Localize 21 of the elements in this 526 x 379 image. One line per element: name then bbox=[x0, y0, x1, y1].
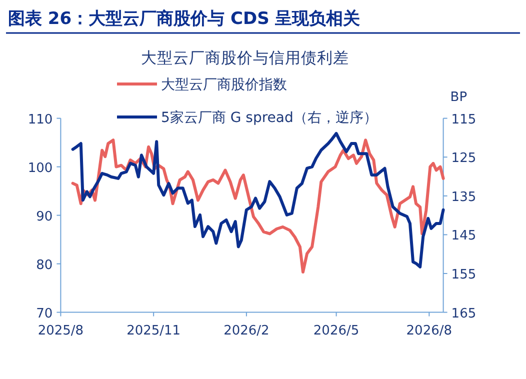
y2-tick-label: 115 bbox=[451, 112, 476, 128]
x-tick-label: 2026/2 bbox=[224, 323, 270, 338]
y2-tick-label: 165 bbox=[451, 306, 476, 322]
x-tick-label: 2025/11 bbox=[126, 323, 181, 338]
legend-label: 大型云厂商股价指数 bbox=[161, 77, 287, 93]
x-tick-label: 2026/8 bbox=[406, 323, 452, 338]
y-tick-label: 110 bbox=[28, 112, 53, 128]
chart-subtitle: 大型云厂商股价与信用债利差 bbox=[141, 49, 349, 67]
y2-tick-label: 155 bbox=[451, 268, 476, 282]
y2-tick-label: 135 bbox=[451, 190, 476, 205]
y2-tick-label: 145 bbox=[451, 228, 476, 244]
y-tick-label: 70 bbox=[36, 306, 53, 322]
chart-title: 图表 26：大型云厂商股价与 CDS 呈现负相关 bbox=[8, 9, 360, 29]
x-tick-label: 2025/8 bbox=[38, 323, 84, 338]
x-tick-label: 2026/5 bbox=[313, 323, 360, 338]
y-tick-label: 80 bbox=[36, 258, 53, 273]
y2-tick-label: 125 bbox=[451, 151, 476, 166]
y-tick-label: 90 bbox=[36, 209, 53, 224]
y2-axis-title: BP bbox=[450, 90, 468, 105]
y-tick-label: 100 bbox=[28, 160, 53, 176]
legend-label: 5家云厂商 G spread（右，逆序） bbox=[161, 110, 378, 126]
